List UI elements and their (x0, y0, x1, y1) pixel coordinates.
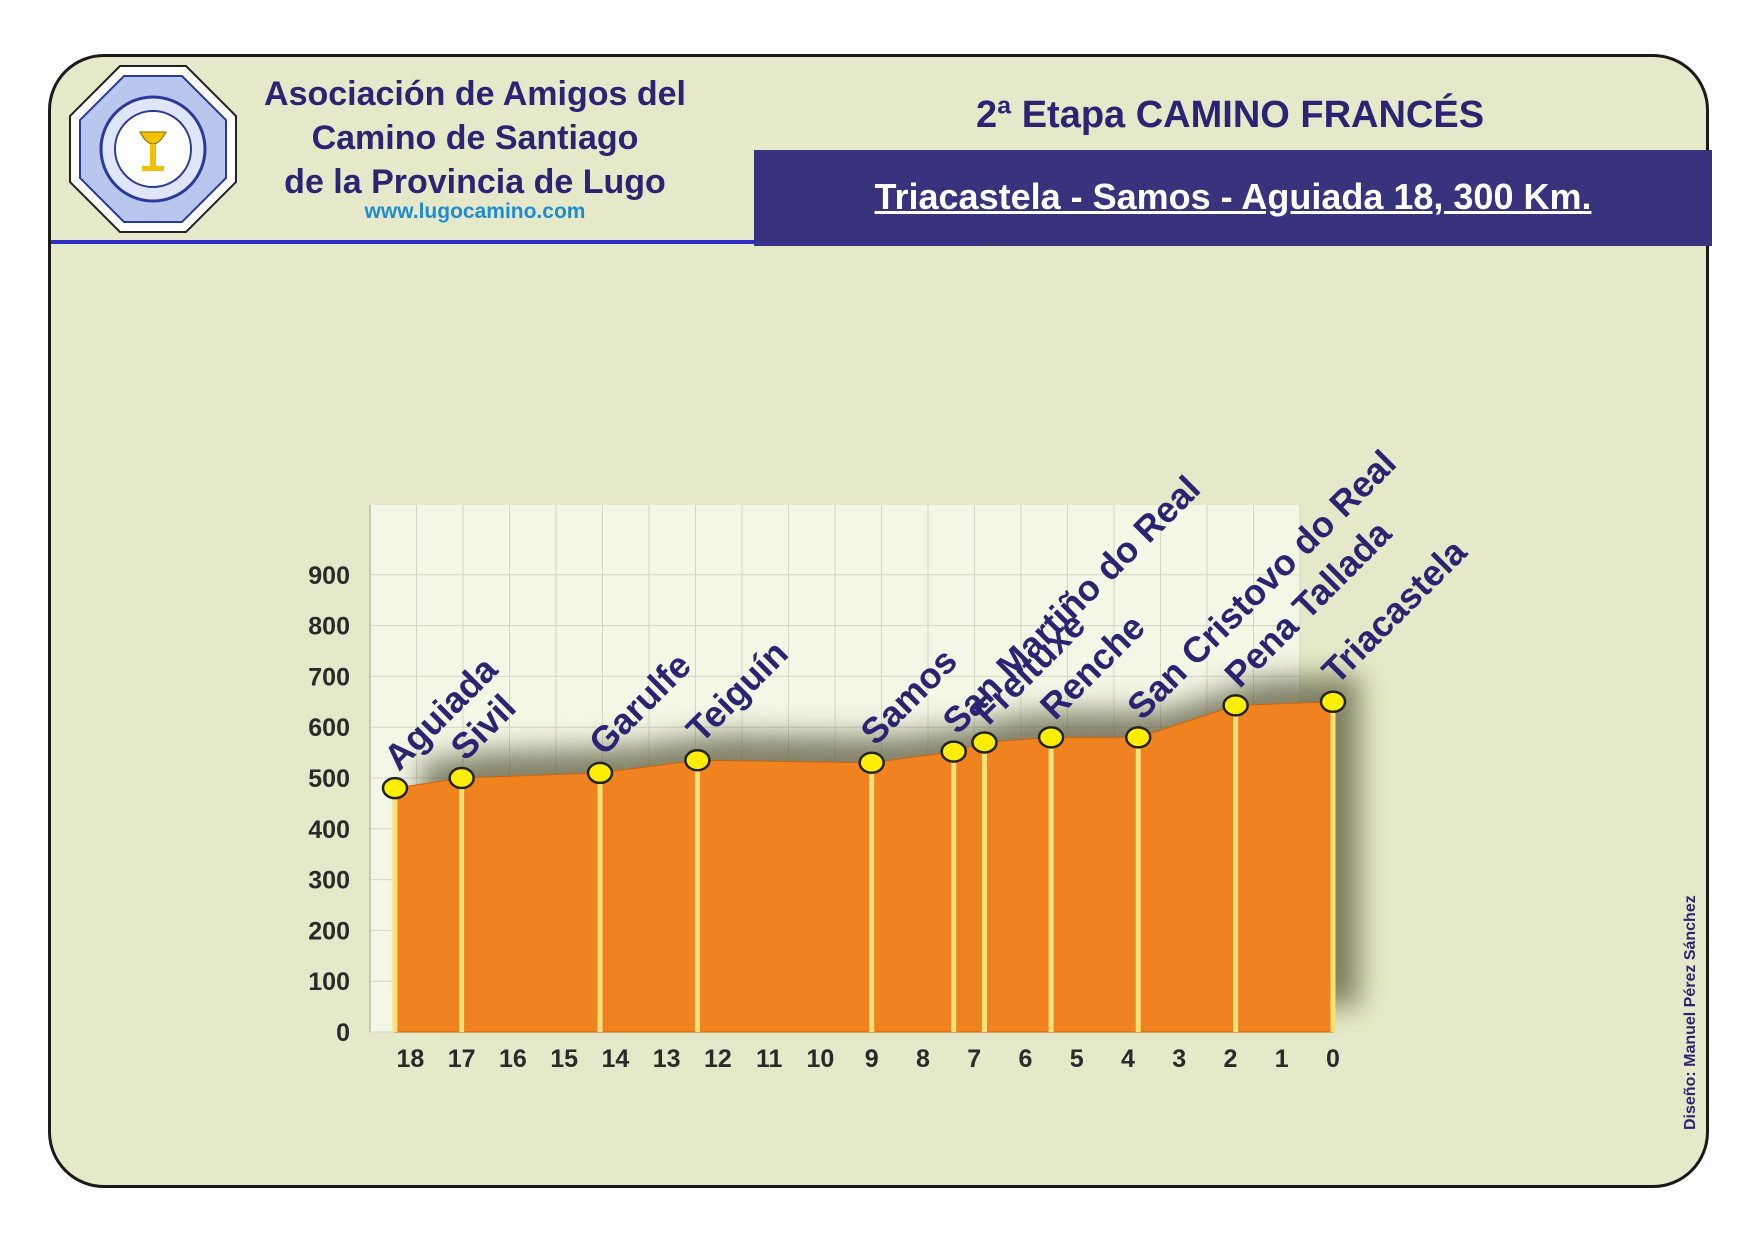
waypoint-marker (940, 740, 967, 763)
x-tick-label: 5 (1070, 1045, 1084, 1073)
waypoint-marker (586, 761, 614, 785)
waypoint-marker (448, 766, 475, 790)
waypoint-marker (1124, 726, 1152, 749)
waypoint-marker (1319, 690, 1347, 714)
waypoint-marker (858, 751, 885, 775)
y-tick-label: 100 (308, 968, 350, 996)
y-tick-label: 200 (308, 917, 350, 945)
association-logo (69, 65, 237, 233)
x-tick-label: 8 (916, 1045, 930, 1073)
x-tick-label: 7 (967, 1045, 981, 1073)
y-tick-label: 900 (308, 562, 350, 590)
header-divider (51, 240, 979, 244)
association-line-1: Asociación de Amigos del (264, 75, 686, 113)
waypoint-marker (1222, 694, 1249, 717)
y-tick-label: 700 (308, 663, 350, 691)
header-divider-right (754, 240, 1712, 243)
x-tick-label: 0 (1326, 1045, 1340, 1073)
x-tick-label: 2 (1224, 1045, 1238, 1073)
association-line-2: Camino de Santiago (311, 119, 639, 157)
x-tick-label: 4 (1121, 1045, 1135, 1073)
route-title: Triacastela - Samos - Aguiada 18, 300 Km… (874, 176, 1592, 217)
x-tick-label: 16 (499, 1045, 527, 1073)
y-tick-label: 400 (308, 816, 350, 844)
stage-title: 2ª Etapa CAMINO FRANCÉS (975, 94, 1485, 136)
association-line-3: de la Provincia de Lugo (284, 163, 666, 201)
route-banner: Triacastela - Samos - Aguiada 18, 300 Km… (754, 150, 1712, 246)
waypoint-marker (971, 731, 998, 754)
x-tick-label: 18 (396, 1045, 424, 1073)
y-tick-label: 600 (308, 714, 350, 742)
y-tick-label: 800 (308, 613, 350, 641)
design-credit: Diseño: Manuel Pérez Sánchez (1682, 895, 1699, 1130)
x-tick-label: 1 (1275, 1045, 1289, 1073)
x-tick-label: 15 (550, 1045, 578, 1073)
x-tick-label: 6 (1019, 1045, 1033, 1073)
x-tick-label: 9 (865, 1045, 879, 1073)
waypoint-marker (1037, 726, 1065, 749)
elevation-area (394, 701, 1334, 1033)
x-tick-label: 13 (653, 1045, 681, 1073)
x-tick-label: 12 (704, 1045, 732, 1073)
y-tick-label: 300 (308, 867, 350, 895)
x-tick-label: 17 (448, 1045, 476, 1073)
waypoint-marker (684, 748, 711, 772)
x-tick-label: 14 (601, 1045, 629, 1073)
website-link[interactable]: www.lugocamino.com (364, 200, 586, 223)
x-tick-label: 10 (807, 1045, 835, 1073)
x-tick-label: 3 (1172, 1045, 1186, 1073)
y-tick-label: 500 (308, 765, 350, 793)
x-tick-label: 11 (756, 1045, 783, 1073)
y-tick-label: 0 (336, 1019, 350, 1047)
association-name: Asociación de Amigos del Camino de Santi… (240, 72, 710, 204)
waypoint-marker (381, 776, 409, 800)
